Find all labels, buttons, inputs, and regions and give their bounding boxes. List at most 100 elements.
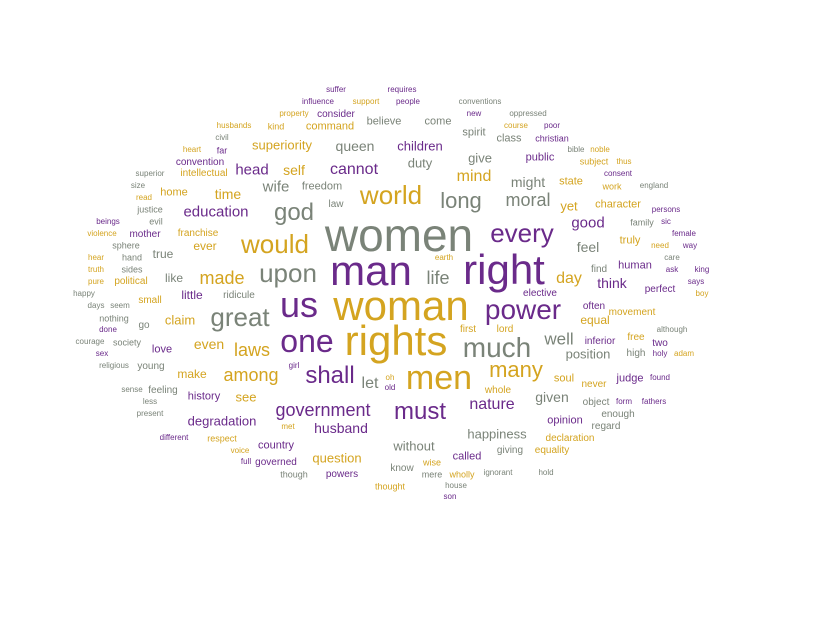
word: kind xyxy=(267,121,285,132)
word: says xyxy=(687,277,705,286)
word: small xyxy=(138,295,162,306)
word: way xyxy=(682,241,698,250)
word: many xyxy=(489,357,543,382)
word: girl xyxy=(288,361,300,370)
word: question xyxy=(312,450,362,466)
word: hear xyxy=(87,253,105,262)
word: duty xyxy=(407,155,433,171)
word: go xyxy=(138,320,150,331)
word: judge xyxy=(616,372,644,385)
word: inferior xyxy=(584,336,616,347)
word: given xyxy=(535,389,569,405)
word: day xyxy=(556,270,582,287)
word: bible xyxy=(567,145,585,154)
word: find xyxy=(590,264,608,275)
word: pure xyxy=(87,277,105,286)
word: queen xyxy=(335,138,375,154)
word: requires xyxy=(387,85,417,94)
word: subject xyxy=(579,156,609,167)
word: see xyxy=(235,389,257,405)
word: rights xyxy=(344,317,448,364)
word: consider xyxy=(317,109,355,120)
word: object xyxy=(582,397,610,408)
word: much xyxy=(462,332,532,363)
word: influence xyxy=(301,97,335,106)
word: truly xyxy=(619,234,641,247)
word: let xyxy=(361,375,379,392)
word: cannot xyxy=(329,161,379,178)
word: women xyxy=(324,209,474,261)
word: violence xyxy=(87,229,117,238)
word: claim xyxy=(164,312,196,328)
word: present xyxy=(136,409,164,418)
word: king xyxy=(694,265,710,274)
word: opinion xyxy=(547,414,583,427)
word: give xyxy=(468,150,492,166)
word: powers xyxy=(325,469,359,480)
word: truth xyxy=(87,265,105,274)
word: love xyxy=(151,343,173,356)
word: might xyxy=(510,174,546,190)
word: form xyxy=(616,397,632,406)
word: convention xyxy=(175,157,225,168)
word: mind xyxy=(456,168,492,185)
word: courage xyxy=(75,337,105,346)
word: new xyxy=(466,109,482,118)
word: done xyxy=(99,325,117,334)
word: conventions xyxy=(458,97,502,106)
word: support xyxy=(352,97,380,106)
word: enough xyxy=(601,409,635,420)
word: although xyxy=(656,325,688,334)
word: thus xyxy=(616,157,632,166)
word: man xyxy=(330,247,412,294)
word: ever xyxy=(193,239,217,253)
word: course xyxy=(503,121,529,130)
word: suffer xyxy=(326,85,346,94)
word: wholly xyxy=(449,469,475,480)
word: young xyxy=(137,361,165,372)
word: female xyxy=(671,229,697,238)
word: read xyxy=(135,193,153,202)
word: class xyxy=(496,132,522,145)
word: character xyxy=(595,198,641,211)
word: feel xyxy=(576,239,600,255)
word: old xyxy=(384,383,396,392)
word: happy xyxy=(73,289,95,298)
word: like xyxy=(164,271,184,285)
word: giving xyxy=(496,445,524,456)
word: woman xyxy=(333,282,469,329)
word: nothing xyxy=(99,313,129,324)
word: well xyxy=(544,329,574,349)
word: god xyxy=(273,199,315,226)
word: need xyxy=(651,241,669,250)
word: country xyxy=(257,439,295,452)
word: adam xyxy=(673,349,695,358)
word: law xyxy=(328,199,344,210)
word: equal xyxy=(580,313,610,327)
word: husband xyxy=(314,420,368,436)
word: world xyxy=(359,180,423,210)
word: shall xyxy=(305,362,355,389)
word: whole xyxy=(484,385,512,396)
word: long xyxy=(440,188,482,213)
word: justice xyxy=(137,204,163,215)
word: lord xyxy=(496,324,514,335)
word: oppressed xyxy=(509,109,547,118)
word: human xyxy=(618,259,652,272)
word: property xyxy=(279,109,309,118)
word: perfect xyxy=(644,284,676,295)
word: men xyxy=(405,359,473,397)
word: ignorant xyxy=(483,468,513,477)
word: christian xyxy=(535,133,569,144)
word: sic xyxy=(661,217,671,226)
word: right xyxy=(463,246,545,293)
word: come xyxy=(424,115,452,128)
word: england xyxy=(639,181,669,190)
word: civil xyxy=(215,133,229,142)
word: high xyxy=(626,348,646,359)
word: equality xyxy=(534,445,570,456)
word: free xyxy=(627,332,645,343)
word: movement xyxy=(608,307,656,318)
word: though xyxy=(280,469,308,480)
word: days xyxy=(87,301,105,310)
